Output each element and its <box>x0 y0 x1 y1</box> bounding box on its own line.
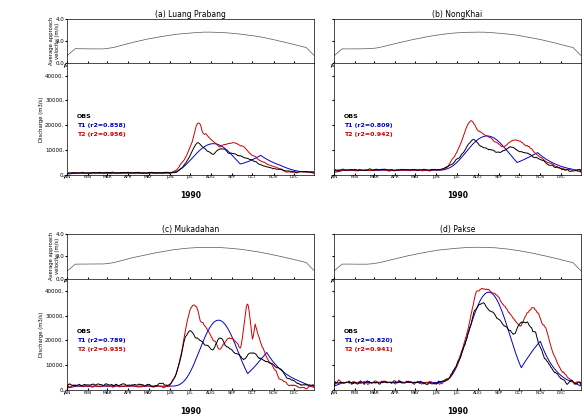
Text: T2 (r2=0.941): T2 (r2=0.941) <box>344 347 392 352</box>
Text: OBS: OBS <box>344 329 359 334</box>
Text: 1990: 1990 <box>447 191 468 201</box>
Y-axis label: Discharge (m3/s): Discharge (m3/s) <box>39 311 44 357</box>
Text: OBS: OBS <box>77 114 92 119</box>
Text: T1 (r2=0.858): T1 (r2=0.858) <box>77 123 126 128</box>
Title: (b) NongKhai: (b) NongKhai <box>432 10 482 19</box>
Text: T1 (r2=0.809): T1 (r2=0.809) <box>344 123 392 128</box>
Text: 1990: 1990 <box>180 407 201 416</box>
Text: T2 (r2=0.935): T2 (r2=0.935) <box>77 347 126 352</box>
Title: (a) Luang Prabang: (a) Luang Prabang <box>155 10 226 19</box>
Text: 1990: 1990 <box>447 407 468 416</box>
Y-axis label: Average approach
velocity (m/s): Average approach velocity (m/s) <box>49 17 60 65</box>
Text: 1990: 1990 <box>180 191 201 201</box>
Text: T1 (r2=0.789): T1 (r2=0.789) <box>77 338 126 343</box>
Text: T2 (r2=0.956): T2 (r2=0.956) <box>77 132 126 137</box>
Title: (c) Mukadahan: (c) Mukadahan <box>162 225 220 234</box>
Text: T1 (r2=0.820): T1 (r2=0.820) <box>344 338 392 343</box>
Text: OBS: OBS <box>77 329 92 334</box>
Title: (d) Pakse: (d) Pakse <box>440 225 475 234</box>
Text: OBS: OBS <box>344 114 359 119</box>
Y-axis label: Average approach
velocity (m/s): Average approach velocity (m/s) <box>49 232 60 280</box>
Y-axis label: Discharge (m3/s): Discharge (m3/s) <box>39 96 44 142</box>
Text: T2 (r2=0.942): T2 (r2=0.942) <box>344 132 392 137</box>
